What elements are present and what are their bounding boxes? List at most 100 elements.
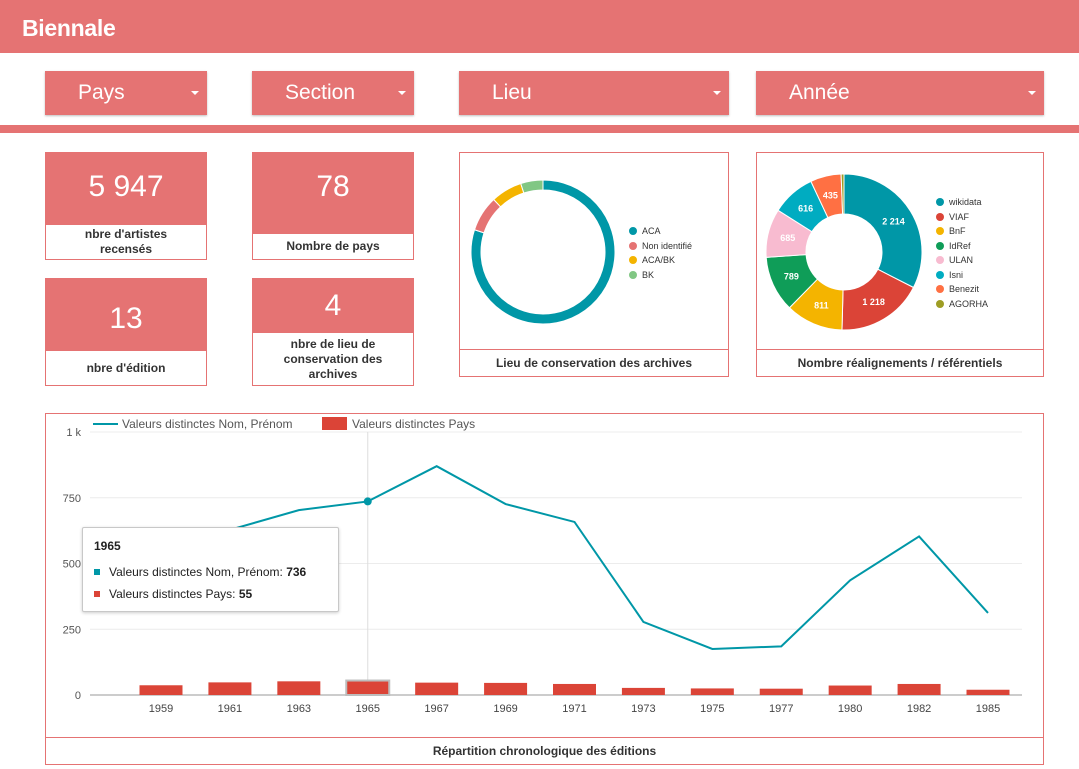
- legend-swatch: [936, 299, 944, 308]
- legend-swatch: [936, 241, 944, 250]
- kpi-value: 4: [253, 279, 413, 333]
- app-title: Biennale: [22, 15, 116, 41]
- legend-item[interactable]: ACA/BK: [629, 255, 675, 265]
- bar-pays-1959[interactable]: [139, 685, 183, 695]
- x-tick-label: 1985: [976, 703, 1000, 715]
- legend-label: Non identifié: [642, 240, 693, 251]
- legend-label-pays[interactable]: Valeurs distinctes Pays: [352, 417, 475, 431]
- kpi-card-lieux: 4 nbre de lieu de conservation des archi…: [252, 278, 414, 386]
- tooltip-row-names: Valeurs distinctes Nom, Prénom: 736: [94, 565, 306, 579]
- kpi-card-artistes: 5 947 nbre d'artistes recensés: [45, 152, 207, 260]
- legend-label: ACA/BK: [642, 255, 676, 265]
- realignments-chart-caption: Nombre réalignements / référentiels: [757, 349, 1043, 376]
- bar-pays-1963[interactable]: [277, 681, 321, 695]
- legend-swatch: [629, 270, 637, 279]
- kpi-caption: Nombre de pays: [286, 239, 380, 253]
- y-tick-label: 250: [63, 624, 81, 636]
- filter-pays-label: Pays: [78, 81, 125, 104]
- archives-slice-non-identifi-[interactable]: [473, 198, 502, 234]
- bar-pays-1982[interactable]: [897, 683, 941, 695]
- filter-annee-label: Année: [789, 81, 850, 104]
- realign-slice-label: 789: [784, 271, 799, 281]
- filter-lieu-dropdown[interactable]: Lieu: [459, 71, 729, 115]
- legend-swatch: [629, 241, 637, 250]
- archives-chart-caption: Lieu de conservation des archives: [460, 349, 728, 376]
- chevron-down-icon: [713, 91, 721, 95]
- legend-label: IdRef: [949, 240, 971, 251]
- legend-label: BnF: [949, 226, 966, 236]
- bar-pays-1977[interactable]: [759, 688, 803, 695]
- y-tick-label: 0: [75, 690, 81, 702]
- filter-annee-dropdown[interactable]: Année: [756, 71, 1044, 115]
- legend-swatch: [936, 270, 944, 279]
- series-color-marker: [94, 591, 100, 597]
- archives-slice-bk[interactable]: [520, 179, 544, 194]
- realign-slice-label: 435: [823, 191, 838, 201]
- legend-label: BK: [642, 269, 655, 280]
- archives-donut-chart: [470, 179, 616, 325]
- x-tick-label: 1975: [700, 703, 724, 715]
- realign-slice-label: 1 218: [862, 297, 885, 307]
- legend-swatch: [936, 212, 944, 221]
- realign-slice-agorha[interactable]: [840, 173, 845, 215]
- point-noms-1965[interactable]: [363, 497, 372, 506]
- kpi-caption: nbre d'édition: [86, 360, 166, 375]
- x-tick-label: 1967: [424, 703, 448, 715]
- legend-item[interactable]: BnF: [936, 226, 966, 236]
- line-series-noms[interactable]: [229, 465, 989, 650]
- legend-label-noms[interactable]: Valeurs distinctes Nom, Prénom: [122, 417, 293, 431]
- app-header: Biennale: [0, 0, 1079, 53]
- bar-pays-1965[interactable]: [345, 679, 391, 697]
- bar-pays-1967[interactable]: [415, 682, 459, 695]
- tooltip-row-pays: Valeurs distinctes Pays: 55: [94, 587, 252, 601]
- realign-slice-wikidata[interactable]: [843, 173, 923, 289]
- kpi-caption: nbre de lieu de conservation des archive…: [283, 336, 383, 381]
- legend-item[interactable]: ACA: [629, 226, 661, 236]
- x-tick-label: 1973: [631, 703, 655, 715]
- kpi-card-editions: 13 nbre d'édition: [45, 278, 207, 386]
- legend-item[interactable]: VIAF: [936, 212, 969, 222]
- legend-item[interactable]: Benezit: [936, 284, 979, 294]
- x-tick-label: 1963: [287, 703, 311, 715]
- bar-pays-1975[interactable]: [690, 688, 734, 695]
- x-tick-label: 1959: [149, 703, 173, 715]
- legend-swatch: [936, 227, 944, 235]
- x-tick-label: 1969: [493, 703, 517, 715]
- legend-label: Benezit: [949, 284, 980, 294]
- legend-item[interactable]: Non identifié: [629, 241, 692, 251]
- realign-slice-label: 811: [814, 300, 829, 310]
- bar-pays-1969[interactable]: [484, 682, 528, 695]
- y-tick-label: 500: [63, 559, 81, 571]
- bar-pays-1971[interactable]: [553, 683, 596, 695]
- legend-item[interactable]: BK: [629, 270, 654, 280]
- legend-item[interactable]: IdRef: [936, 241, 971, 251]
- legend-label: ULAN: [949, 255, 974, 265]
- kpi-value: 13: [46, 279, 206, 351]
- bar-pays-1980[interactable]: [828, 685, 872, 695]
- tooltip-row-label: Valeurs distinctes Nom, Prénom:: [109, 565, 287, 579]
- legend-item[interactable]: Isni: [936, 270, 963, 280]
- y-tick-label: 750: [63, 493, 81, 505]
- filter-section-dropdown[interactable]: Section: [252, 71, 414, 115]
- x-tick-label: 1965: [356, 703, 380, 715]
- tooltip-row-value: 736: [286, 565, 307, 579]
- legend-item[interactable]: wikidata: [936, 197, 982, 207]
- tooltip-title: 1965: [94, 539, 121, 553]
- realign-slice-label: 2 214: [882, 217, 905, 227]
- archives-slice-aca-bk[interactable]: [493, 182, 525, 208]
- bar-pays-1985[interactable]: [966, 689, 1010, 695]
- legend-item[interactable]: AGORHA: [936, 299, 988, 309]
- filter-pays-dropdown[interactable]: Pays: [45, 71, 207, 115]
- realignments-donut-chart: 2 214 1 218 811 789 685 616 435: [765, 173, 923, 331]
- realign-slice-label: 685: [780, 233, 795, 243]
- legend-label: ACA: [642, 226, 661, 236]
- x-tick-label: 1961: [218, 703, 242, 715]
- x-tick-label: 1982: [907, 703, 931, 715]
- bar-pays-1961[interactable]: [208, 682, 252, 695]
- legend-item[interactable]: ULAN: [936, 255, 973, 265]
- chevron-down-icon: [191, 91, 199, 95]
- legend-swatch: [936, 256, 944, 264]
- filter-section-label: Section: [285, 81, 356, 104]
- bar-pays-1973[interactable]: [621, 687, 665, 695]
- chevron-down-icon: [1028, 91, 1036, 95]
